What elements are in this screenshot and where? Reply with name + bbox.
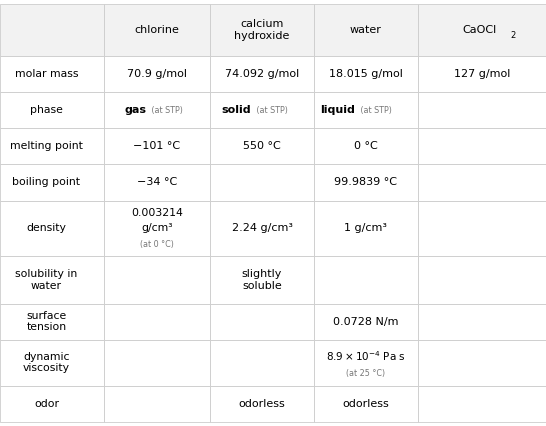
Text: (at 0 °C): (at 0 °C) [140, 239, 174, 249]
Text: solubility in
water: solubility in water [15, 269, 78, 291]
Bar [0, 56, 104, 92]
Text: 0.003214: 0.003214 [131, 208, 183, 218]
Bar [314, 256, 418, 303]
Bar [210, 303, 314, 340]
Bar [314, 386, 418, 422]
Bar [210, 340, 314, 386]
Bar [418, 164, 546, 201]
Text: (at 25 °C): (at 25 °C) [346, 369, 385, 378]
Text: 127 g/mol: 127 g/mol [454, 69, 510, 79]
Bar [314, 92, 418, 128]
Bar [104, 56, 210, 92]
Bar [0, 201, 104, 256]
Bar [104, 303, 210, 340]
Bar [418, 386, 546, 422]
Text: surface
tension: surface tension [26, 311, 67, 332]
Text: molar mass: molar mass [15, 69, 78, 79]
Bar [210, 92, 314, 128]
Bar [104, 128, 210, 164]
Text: solid: solid [222, 105, 251, 115]
Bar [210, 164, 314, 201]
Text: density: density [26, 224, 67, 233]
Text: 2.24 g/cm³: 2.24 g/cm³ [232, 224, 293, 233]
Text: odorless: odorless [239, 399, 286, 409]
Bar [210, 56, 314, 92]
Text: 70.9 g/mol: 70.9 g/mol [127, 69, 187, 79]
Bar [418, 256, 546, 303]
Text: (at STP): (at STP) [149, 106, 183, 115]
Bar [210, 128, 314, 164]
Bar [314, 340, 418, 386]
Bar [0, 92, 104, 128]
Text: water: water [350, 25, 382, 35]
Bar [104, 92, 210, 128]
Bar [418, 4, 546, 56]
Text: calcium
hydroxide: calcium hydroxide [234, 19, 290, 41]
Bar [314, 128, 418, 164]
Bar [418, 92, 546, 128]
Text: −34 °C: −34 °C [137, 178, 177, 187]
Bar [0, 256, 104, 303]
Text: odor: odor [34, 399, 59, 409]
Bar [418, 56, 546, 92]
Bar [210, 256, 314, 303]
Bar [314, 4, 418, 56]
Bar [104, 386, 210, 422]
Text: odorless: odorless [342, 399, 389, 409]
Bar [0, 386, 104, 422]
Text: 0 °C: 0 °C [354, 141, 378, 151]
Bar [418, 340, 546, 386]
Text: chlorine: chlorine [134, 25, 180, 35]
Bar [104, 256, 210, 303]
Text: g/cm³: g/cm³ [141, 224, 173, 233]
Text: 1 g/cm³: 1 g/cm³ [345, 224, 387, 233]
Text: 0.0728 N/m: 0.0728 N/m [333, 317, 399, 327]
Bar [0, 303, 104, 340]
Text: slightly
soluble: slightly soluble [242, 269, 282, 291]
Bar [0, 128, 104, 164]
Text: −101 °C: −101 °C [133, 141, 181, 151]
Text: (at STP): (at STP) [358, 106, 391, 115]
Text: 2: 2 [511, 31, 515, 40]
Text: melting point: melting point [10, 141, 83, 151]
Bar [210, 386, 314, 422]
Bar [104, 4, 210, 56]
Text: 74.092 g/mol: 74.092 g/mol [225, 69, 299, 79]
Bar [314, 303, 418, 340]
Text: boiling point: boiling point [13, 178, 80, 187]
Text: $8.9\times10^{-4}$ Pa s: $8.9\times10^{-4}$ Pa s [326, 349, 406, 363]
Text: gas: gas [124, 105, 146, 115]
Bar [418, 201, 546, 256]
Bar [314, 201, 418, 256]
Text: 99.9839 °C: 99.9839 °C [334, 178, 397, 187]
Text: phase: phase [30, 105, 63, 115]
Bar [314, 164, 418, 201]
Bar [418, 128, 546, 164]
Bar [0, 340, 104, 386]
Text: liquid: liquid [320, 105, 355, 115]
Bar [210, 201, 314, 256]
Bar [104, 340, 210, 386]
Bar [314, 56, 418, 92]
Text: 18.015 g/mol: 18.015 g/mol [329, 69, 403, 79]
Bar [418, 303, 546, 340]
Bar [104, 201, 210, 256]
Text: dynamic
viscosity: dynamic viscosity [23, 352, 70, 374]
Text: 550 °C: 550 °C [243, 141, 281, 151]
Bar [210, 4, 314, 56]
Text: CaOCl: CaOCl [462, 25, 496, 35]
Bar [104, 164, 210, 201]
Text: (at STP): (at STP) [254, 106, 288, 115]
Bar [0, 164, 104, 201]
Bar [0, 4, 104, 56]
